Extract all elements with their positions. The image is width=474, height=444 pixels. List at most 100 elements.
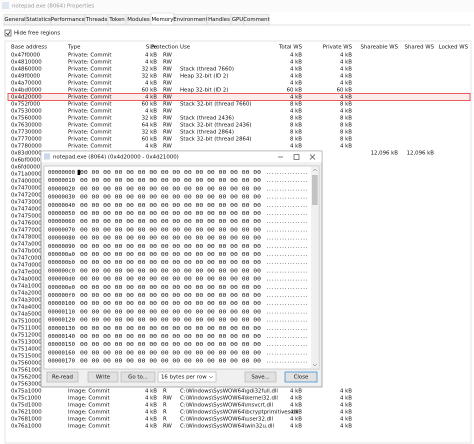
cell-type: Image: Commit xyxy=(68,424,110,430)
column-header[interactable]: Use xyxy=(180,45,191,51)
hex-offset: 000000f0 xyxy=(48,293,75,299)
cell-address: 0x83d0000 xyxy=(11,151,42,157)
combo-arrow[interactable] xyxy=(208,375,214,379)
button-label[interactable]: Save... xyxy=(251,375,270,381)
cell-type: Private: Commit xyxy=(68,74,112,80)
column-header[interactable]: Shareable WS xyxy=(360,45,398,51)
button[interactable] xyxy=(244,371,277,383)
table-body: 0x47f0000 Private: Commit 4 kB RW 4 kB 4 kB0x… xyxy=(7,53,471,430)
tab-label[interactable]: Comment xyxy=(243,17,269,23)
cell-private: 8 kB xyxy=(340,123,352,129)
tab-label[interactable]: Memory xyxy=(152,17,175,23)
button-label[interactable]: 16 bytes per row xyxy=(161,375,207,381)
cell-address: 0x7472000 xyxy=(11,193,42,199)
hex-offset: 00000110 xyxy=(48,309,75,315)
hex-ascii: ................ xyxy=(266,350,308,356)
selected-row[interactable] xyxy=(7,93,471,102)
hex-offset: 00000010 xyxy=(48,178,75,184)
cell-address: 0x74a3000 xyxy=(11,298,42,304)
combo-box[interactable] xyxy=(157,371,217,383)
button-label[interactable]: Write xyxy=(96,375,111,381)
cell-size: 4 kB xyxy=(145,81,157,87)
cell-prot: RW xyxy=(163,144,173,150)
cell-total: 8 kB xyxy=(290,137,302,143)
column-header[interactable]: Locked WS xyxy=(439,45,469,51)
cell-size: 4 kB xyxy=(145,417,157,423)
tab-label[interactable]: General xyxy=(4,17,25,23)
hex-ascii: ................ xyxy=(266,293,308,299)
cell-address: 0x74a5000 xyxy=(11,312,42,318)
dialog-title-bar xyxy=(41,151,322,163)
hex-ascii: ................ xyxy=(266,318,308,324)
tab-label[interactable]: Statistics xyxy=(26,17,51,23)
cell-prot: RW xyxy=(163,137,173,143)
scroll-down[interactable] xyxy=(312,363,317,367)
hex-ascii: ................ xyxy=(266,334,308,340)
button[interactable] xyxy=(120,371,156,383)
button[interactable] xyxy=(284,371,318,383)
hex-ascii: ................ xyxy=(266,301,308,307)
column-header[interactable]: Private WS xyxy=(323,45,353,51)
caret xyxy=(77,169,81,175)
cell-address: 0x75d1000 xyxy=(11,403,42,409)
cell-type: Image: Commit xyxy=(68,396,110,402)
hex-ascii: ................ xyxy=(266,178,308,184)
cell-prot: RW xyxy=(163,102,173,108)
cell-size: 4 kB xyxy=(145,109,157,115)
tab-label[interactable]: Threads xyxy=(85,17,108,23)
cell-size: 4 kB xyxy=(145,424,157,430)
tab-label[interactable]: Handles xyxy=(208,17,230,23)
cell-prot: RW xyxy=(163,123,173,129)
checkbox-label[interactable]: Hide free regions xyxy=(14,31,60,37)
hex-area xyxy=(43,165,320,370)
hex-bytes: 00 00 00 00 00 00 00 00 00 00 00 00 00 0… xyxy=(80,334,261,340)
tab-label[interactable]: Token xyxy=(108,17,124,23)
cell-private: 8 kB xyxy=(340,102,352,108)
scrollbar[interactable] xyxy=(311,166,319,369)
cell-size: 4 kB xyxy=(145,53,157,59)
cell-address: 0x7560000 xyxy=(11,361,42,367)
scroll-up[interactable] xyxy=(312,168,317,172)
cell-address: 0x7770000 xyxy=(11,137,42,143)
cell-address: 0x747d000 xyxy=(11,263,42,269)
cell-use: C:\Windows\SysWOW64\user32.dll xyxy=(180,417,273,423)
tab-label[interactable]: GPU xyxy=(232,17,243,23)
hex-bytes: 00 00 00 00 00 00 00 00 00 00 00 00 00 0… xyxy=(80,186,261,192)
cell-address: 0x7621000 xyxy=(11,410,42,416)
button-label[interactable]: Go to... xyxy=(128,375,148,381)
hex-offset: 00000120 xyxy=(48,318,75,324)
cell-private: 4 kB xyxy=(340,81,352,87)
column-header[interactable]: Shared WS xyxy=(405,45,435,51)
column-header[interactable]: Size xyxy=(146,45,158,51)
dialog-buttons: Re-read Write Go to... 16 bytes per row Save… xyxy=(46,371,318,383)
column-header[interactable]: Type xyxy=(67,45,81,51)
hex-bytes: 00 00 00 00 00 00 00 00 00 00 00 00 00 0… xyxy=(80,244,261,250)
button-label[interactable]: Re-read xyxy=(52,375,73,381)
hex-dialog: notepad.exe (8064) (0x4d20000 - 0x4d2100… xyxy=(40,150,323,388)
close-button[interactable] xyxy=(309,154,316,160)
cell-use: Heap 32-bit (ID 2) xyxy=(180,88,228,94)
cell-size: 4 kB xyxy=(145,403,157,409)
tab-label[interactable]: Performance xyxy=(51,17,86,23)
cell-private: 4 kB xyxy=(340,67,352,73)
column-header[interactable]: Total WS xyxy=(278,45,303,51)
column-header[interactable]: Protection xyxy=(151,45,178,51)
hex-bytes: 00 00 00 00 00 00 00 00 00 00 00 00 00 0… xyxy=(80,342,261,348)
button[interactable] xyxy=(87,371,119,383)
cell-size: 32 kB xyxy=(142,116,158,122)
hex-bytes: 00 00 00 00 00 00 00 00 00 00 00 00 00 0… xyxy=(80,260,261,266)
hex-offset: 00000140 xyxy=(48,334,75,340)
button[interactable] xyxy=(46,371,79,383)
cell-address: 0x7561000 xyxy=(11,368,42,374)
cell-type: Private: Commit xyxy=(68,116,112,122)
tab-label[interactable]: Environment xyxy=(173,17,207,23)
column-header[interactable]: Base address xyxy=(11,45,47,51)
maximize-button[interactable] xyxy=(293,154,300,160)
cell-use: Stack (thread 7660) xyxy=(180,67,234,73)
button-label[interactable]: Close xyxy=(294,375,309,381)
checkbox[interactable] xyxy=(4,29,12,37)
cell-total: 4 kB xyxy=(290,396,302,402)
tab-label[interactable]: Modules xyxy=(127,17,150,23)
cell-size: 4 kB xyxy=(145,60,157,66)
scroll-thumb[interactable] xyxy=(312,175,318,205)
